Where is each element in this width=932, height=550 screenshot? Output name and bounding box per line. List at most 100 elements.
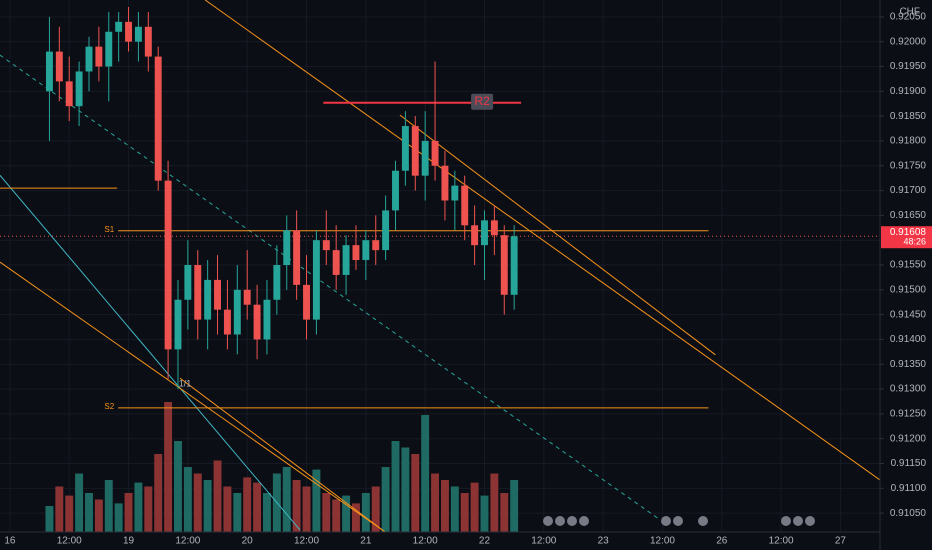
volume-bar: [332, 499, 341, 532]
y-tick-label: 0.91500: [890, 284, 927, 295]
candle-body: [253, 304, 261, 340]
volume-bar: [470, 482, 479, 532]
y-tick-label: 0.91750: [890, 160, 927, 171]
level-label: R2: [474, 94, 490, 108]
candle-body: [55, 51, 63, 82]
candle-body: [332, 250, 340, 275]
volume-bar: [75, 473, 84, 532]
candle-body: [372, 240, 380, 251]
y-tick-label: 0.91250: [890, 409, 927, 420]
candle-body: [431, 140, 439, 166]
drawings: S1 S2 R2: [0, 0, 880, 532]
volume-bar: [510, 480, 519, 532]
volume-bar: [480, 495, 489, 532]
candle-body: [174, 299, 182, 350]
trend-line: [179, 377, 386, 532]
x-tick-label: 12:00: [294, 536, 319, 547]
x-tick-label: 22: [479, 536, 491, 547]
candle-body: [481, 220, 488, 246]
candle-body: [105, 31, 113, 67]
level-label: S1: [104, 225, 114, 234]
volume-bar: [45, 506, 54, 532]
candle-body: [204, 279, 212, 320]
volume-bar: [203, 480, 212, 532]
event-icons: [543, 516, 815, 526]
axes: 0.92050 0.92000 0.91950 0.91900 0.91850 0.918…: [4, 12, 932, 547]
volume-bar: [391, 441, 400, 532]
volume-bar: [490, 473, 499, 532]
annotation: 1/1: [179, 378, 192, 388]
candle-body: [134, 26, 142, 42]
x-tick-label: 20: [242, 536, 254, 547]
volume-bar: [282, 467, 291, 532]
candle-body: [125, 21, 132, 42]
volume-bar: [114, 503, 123, 532]
volume-bar: [183, 467, 192, 532]
volume-bar: [263, 493, 271, 532]
candle-body: [392, 170, 399, 211]
candle-body: [233, 289, 241, 335]
candles: [45, 6, 518, 390]
y-tick-label: 0.91300: [890, 384, 927, 395]
candle-body: [510, 236, 518, 295]
candle-body: [283, 230, 291, 266]
x-tick-label: 27: [835, 536, 847, 547]
volume-bar: [134, 482, 143, 532]
candle-body: [144, 26, 152, 57]
volume-bar: [371, 486, 380, 532]
x-tick-label: 12:00: [531, 536, 556, 547]
volume-bar: [164, 402, 173, 532]
x-tick-label: 19: [123, 536, 135, 547]
volume-bar: [253, 482, 262, 532]
y-tick-label: 0.91950: [890, 61, 927, 72]
candle-body: [441, 165, 449, 201]
x-tick-label: 12:00: [769, 536, 794, 547]
candle-body: [45, 51, 53, 92]
candle-body: [115, 21, 123, 32]
y-tick-label: 0.91800: [890, 136, 927, 147]
trend-line: [399, 114, 716, 356]
candle-body: [95, 46, 103, 67]
volume-bar: [223, 486, 232, 532]
y-tick-label: 0.91650: [890, 210, 927, 221]
volume-bar: [55, 486, 64, 532]
volume-bar: [124, 493, 133, 532]
candle-body: [194, 265, 202, 320]
level-label-box: [471, 93, 494, 110]
volume-bar: [243, 477, 252, 532]
volume-bar: [342, 495, 351, 532]
x-tick-label: 12:00: [650, 536, 675, 547]
x-tick-label: 23: [598, 536, 610, 547]
x-tick-label: 26: [716, 536, 728, 547]
y-tick-label: 0.91450: [890, 309, 927, 320]
candle-body: [263, 299, 271, 340]
volume-bar: [421, 415, 430, 532]
volume-bar: [431, 473, 440, 532]
volume-bar: [460, 493, 469, 532]
volume-bar: [500, 493, 509, 532]
candle-body: [411, 126, 419, 176]
y-tick-label: 0.91900: [890, 86, 927, 97]
candle-body: [401, 126, 409, 171]
volume-bar: [193, 473, 202, 532]
candle-body: [362, 240, 370, 261]
y-tick-label: 0.92050: [890, 12, 927, 23]
volume-bar: [312, 469, 321, 532]
last-price-badge: [881, 226, 932, 249]
volume-bar: [154, 454, 163, 532]
volume-bar: [361, 493, 370, 532]
candle-body: [500, 235, 508, 295]
candle-body: [471, 225, 479, 246]
volume-bar: [411, 454, 420, 532]
candle-body: [303, 284, 310, 320]
y-tick-label: 0.91700: [890, 185, 927, 196]
candle-body: [293, 230, 301, 285]
candle-body: [85, 46, 93, 72]
candle-body: [451, 185, 459, 201]
candle-body: [490, 220, 498, 236]
volume-bar: [104, 480, 113, 532]
x-tick-label: 12:00: [175, 536, 200, 547]
level-label: S2: [104, 402, 114, 411]
candle-body: [214, 279, 221, 310]
candle-body: [382, 210, 390, 251]
